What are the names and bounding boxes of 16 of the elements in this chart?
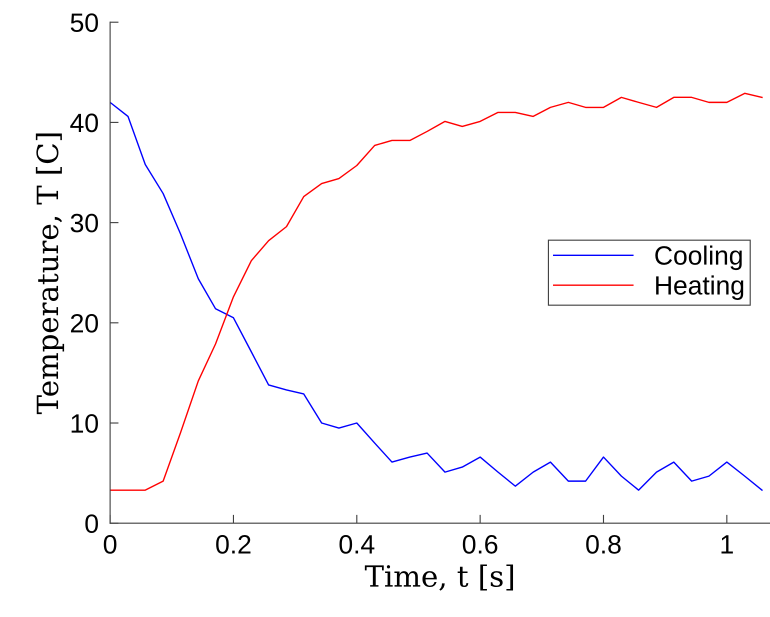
x-tick-label: 1 [722,535,733,554]
y-tick-label: 30 [70,214,98,232]
x-tick-label: 0.2 [216,535,250,554]
y-tick-label: 20 [70,314,98,333]
y-tick-label: 50 [70,13,98,32]
y-axis-title: Temperature, T [C] [36,134,64,414]
legend-label: Heating [656,275,744,300]
y-tick-label: 0 [85,514,98,534]
x-tick-label: 0.4 [339,535,374,554]
x-tick-label: 0 [104,535,116,554]
y-tick-label: 40 [70,114,98,132]
legend-label: Cooling [655,245,742,270]
x-axis-title: Time, t [s] [364,564,514,591]
x-tick-label: 0.6 [462,535,498,554]
y-tick-label: 10 [72,414,98,433]
x-tick-label: 0.8 [586,535,621,554]
